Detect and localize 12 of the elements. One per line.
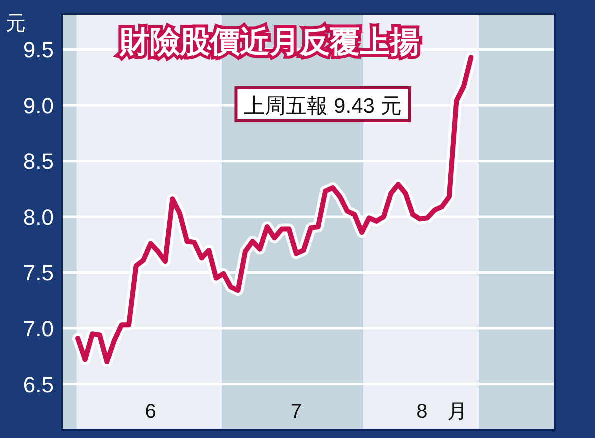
y-tick-label: 9.5	[23, 38, 54, 63]
annotation: 上周五報 9.43 元	[244, 95, 402, 118]
y-tick-label: 8.5	[23, 149, 54, 174]
y-tick-label: 7.5	[23, 260, 54, 286]
y-tick-label: 8.0	[23, 204, 54, 230]
x-tick-label: 8 月	[416, 401, 468, 423]
y-tick-label: 9.0	[23, 93, 54, 118]
x-tick-label: 7	[290, 401, 302, 423]
y-axis-title: 元	[6, 13, 26, 35]
x-tick-label: 6	[145, 401, 156, 423]
y-tick-label: 6.5	[23, 372, 54, 398]
y-tick-label: 7.0	[23, 316, 54, 342]
